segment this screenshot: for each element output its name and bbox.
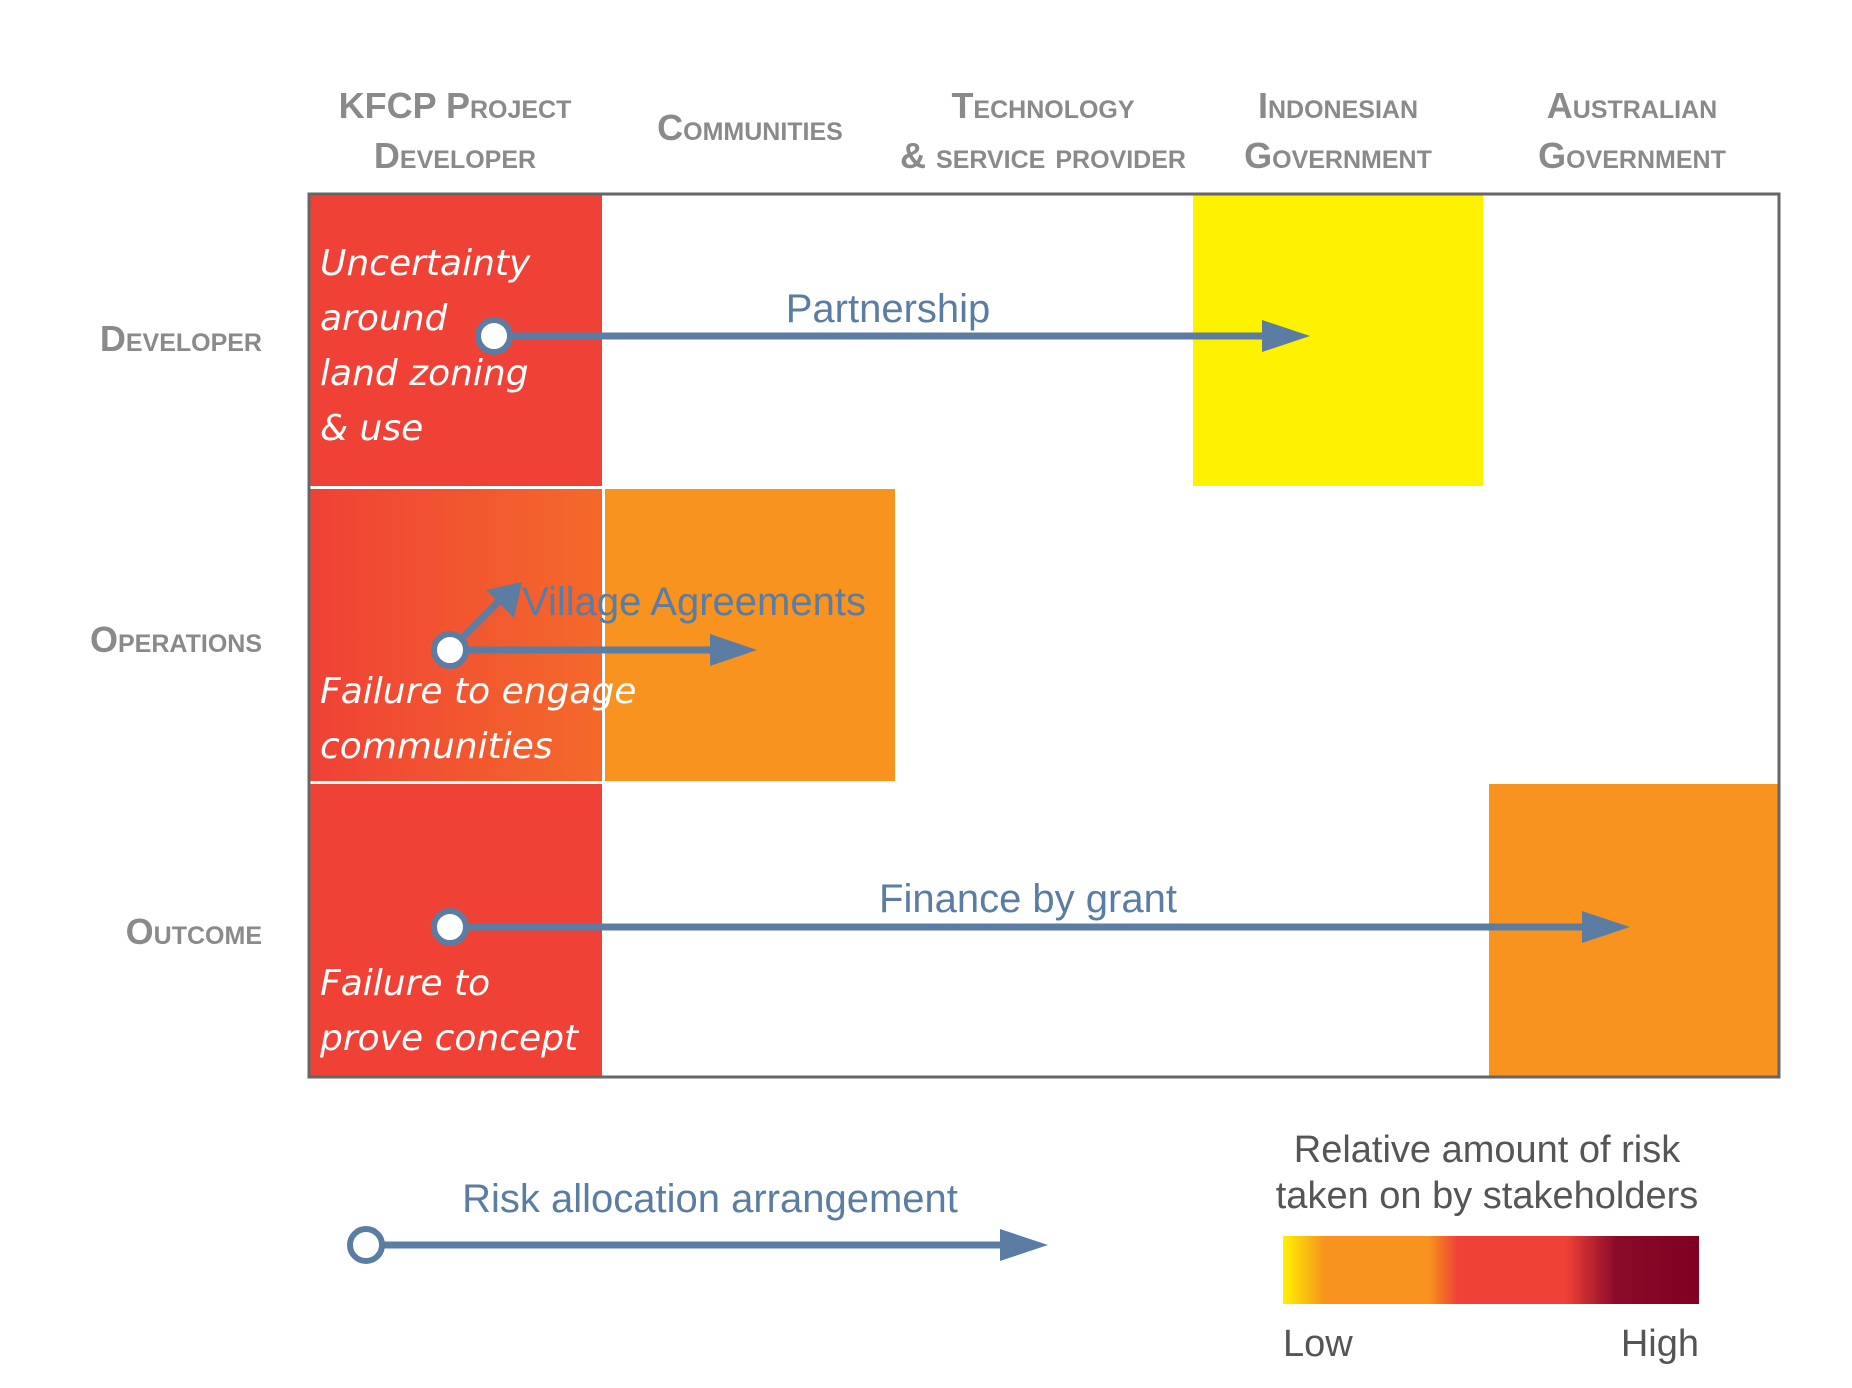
village-agreements-label: Village Agreements [522,580,866,624]
scale-high-label: High [1621,1323,1699,1365]
column-header-indonesian-line2: Government [1244,135,1432,176]
village-agreements-arrow [431,582,757,669]
risk-operations-line2: communities [320,726,553,767]
column-header-developer-line1: KFCP Project [339,85,572,126]
cell-developer-developer [309,194,602,486]
scale-low-label: Low [1283,1323,1353,1365]
column-header-technology-line1: Technology [951,85,1134,126]
risk-grid [307,192,1781,1079]
scale-title-line1: Relative amount of risk [1294,1129,1681,1171]
row-labels: Developer Operations Outcome [90,318,262,952]
finance-by-grant-label: Finance by grant [879,877,1177,921]
column-header-technology-line2: & service provider [900,135,1186,176]
risk-outcome-line2: prove concept [319,1018,580,1059]
column-header-australian-line1: Australian [1547,85,1717,126]
finance-by-grant-arrow [431,908,1630,946]
scale-title-line2: taken on by stakeholders [1276,1175,1699,1217]
column-header-australian-line2: Government [1538,135,1726,176]
column-headers: KFCP Project Developer Communities Techn… [339,85,1726,176]
partnership-arrow [475,317,1310,355]
cell-developer-indonesian [1193,194,1483,486]
column-header-indonesian-line1: Indonesian [1258,85,1418,126]
row-label-developer: Developer [100,318,262,359]
color-scale-legend: Relative amount of risk taken on by stak… [1276,1129,1699,1365]
partnership-label: Partnership [786,287,991,331]
arrow-legend-origin [347,1226,385,1264]
risk-developer-line4: & use [320,408,423,449]
column-header-developer-line2: Developer [374,135,536,176]
risk-developer-line3: land zoning [320,353,529,394]
grid-border [307,192,1781,1079]
risk-developer-line2: around [320,298,449,339]
risk-descriptions: Uncertainty around land zoning & use Fai… [319,243,636,1059]
column-header-communities: Communities [657,107,843,148]
color-scale-bar [1283,1236,1699,1304]
arrow-legend: Risk allocation arrangement [347,1177,1048,1264]
row-label-outcome: Outcome [126,911,262,952]
cell-operations-communities [605,489,895,781]
risk-outcome-line1: Failure to [320,963,490,1004]
row-label-operations: Operations [90,619,262,660]
risk-arrows: Partnership Village Agreements Finance b… [431,287,1630,946]
risk-developer-line1: Uncertainty [320,243,531,284]
risk-operations-line1: Failure to engage [320,671,636,712]
arrow-legend-label: Risk allocation arrangement [462,1177,958,1221]
